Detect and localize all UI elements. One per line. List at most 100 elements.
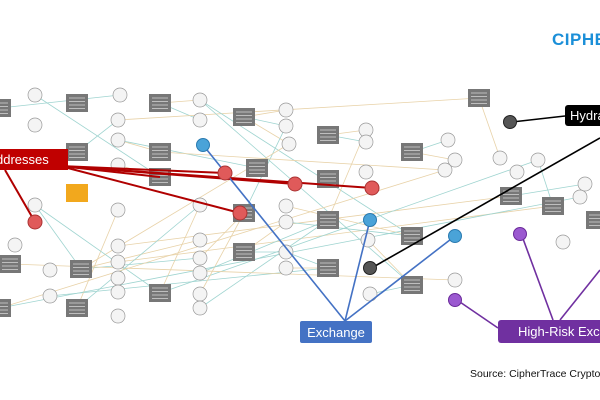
- darknet-node: [503, 115, 517, 129]
- address-node: [110, 254, 126, 270]
- transaction-node: [149, 94, 171, 112]
- exchange-node: [363, 213, 377, 227]
- edge: [34, 204, 82, 270]
- address-node: [192, 300, 208, 316]
- address-node: [110, 112, 126, 128]
- address-node: [110, 308, 126, 324]
- edge: [510, 183, 586, 197]
- flagged-address-node: [27, 214, 43, 230]
- transaction-node: [401, 143, 423, 161]
- address-node: [7, 237, 23, 253]
- address-node: [27, 87, 43, 103]
- edge: [117, 97, 480, 121]
- address-node: [192, 250, 208, 266]
- address-node: [110, 238, 126, 254]
- transaction-node: [317, 211, 339, 229]
- address-node: [27, 117, 43, 133]
- transaction-node: [542, 197, 564, 215]
- address-node: [192, 265, 208, 281]
- addresses-connector: [59, 165, 241, 214]
- edge: [199, 219, 329, 309]
- transaction-node: [0, 99, 11, 117]
- address-node: [509, 164, 525, 180]
- address-node: [192, 112, 208, 128]
- address-node: [278, 244, 294, 260]
- high-risk-exchange-callout: High-Risk Exch: [498, 320, 600, 343]
- edge: [159, 151, 446, 171]
- address-node: [278, 118, 294, 134]
- transaction-node: [66, 299, 88, 317]
- edge: [76, 204, 201, 309]
- transaction-node: [401, 227, 423, 245]
- address-node: [192, 232, 208, 248]
- edge: [478, 97, 501, 159]
- edge: [199, 99, 413, 286]
- address-node: [358, 134, 374, 150]
- address-node: [577, 176, 593, 192]
- edge: [34, 204, 161, 294]
- address-node: [447, 152, 463, 168]
- transaction-node: [66, 143, 88, 161]
- edge: [0, 94, 121, 109]
- transaction-node: [317, 170, 339, 188]
- high-risk-node: [448, 293, 462, 307]
- address-node: [358, 164, 374, 180]
- address-node: [110, 202, 126, 218]
- address-node: [110, 132, 126, 148]
- address-node: [278, 260, 294, 276]
- edge: [199, 212, 245, 295]
- hydra-callout: Hydra: [565, 105, 600, 126]
- address-node: [437, 162, 453, 178]
- address-node: [530, 152, 546, 168]
- darknet-node: [363, 261, 377, 275]
- hydra-connector: [511, 115, 566, 123]
- address-node: [27, 197, 43, 213]
- edge: [117, 205, 554, 263]
- transaction-node: [149, 284, 171, 302]
- transaction-node: [317, 259, 339, 277]
- address-node: [192, 197, 208, 213]
- hydra-connector: [374, 137, 600, 267]
- address-node: [572, 189, 588, 205]
- transaction-node: [233, 108, 255, 126]
- address-node: [440, 132, 456, 148]
- high-risk-connector: [559, 269, 600, 321]
- address-node: [42, 262, 58, 278]
- exchange-connector: [344, 219, 371, 322]
- addresses-connector: [59, 165, 161, 178]
- edge: [285, 205, 413, 237]
- address-node: [447, 272, 463, 288]
- address-node: [278, 214, 294, 230]
- high-risk-connector: [456, 299, 499, 329]
- high-risk-node: [513, 227, 527, 241]
- transaction-node: [149, 143, 171, 161]
- addresses-connector: [4, 169, 36, 223]
- address-node: [110, 270, 126, 286]
- edge: [285, 221, 413, 237]
- address-node: [555, 234, 571, 250]
- address-node: [42, 288, 58, 304]
- edge: [159, 204, 201, 294]
- transaction-node: [401, 276, 423, 294]
- highlighted-transaction-node: [66, 184, 88, 202]
- flagged-address-node: [364, 180, 380, 196]
- addresses-label: ddresses: [0, 152, 49, 167]
- transaction-node: [500, 187, 522, 205]
- exchange-connector: [344, 235, 456, 322]
- edge: [199, 219, 329, 274]
- transaction-node: [0, 299, 11, 317]
- ciphertrace-logo: CIPHE: [552, 30, 600, 49]
- address-node: [278, 198, 294, 214]
- source-caption: Source: CipherTrace Crypto: [470, 368, 600, 380]
- flagged-address-node: [287, 176, 303, 192]
- transaction-node: [66, 94, 88, 112]
- high-risk-exchange-label: High-Risk Exch: [518, 324, 600, 339]
- transaction-node: [233, 243, 255, 261]
- addresses-connector: [59, 165, 373, 189]
- exchange-node: [196, 138, 210, 152]
- flagged-address-node: [232, 205, 248, 221]
- transaction-node: [70, 260, 92, 278]
- hydra-label: Hydra: [570, 108, 600, 123]
- address-node: [281, 136, 297, 152]
- transaction-node: [0, 255, 21, 273]
